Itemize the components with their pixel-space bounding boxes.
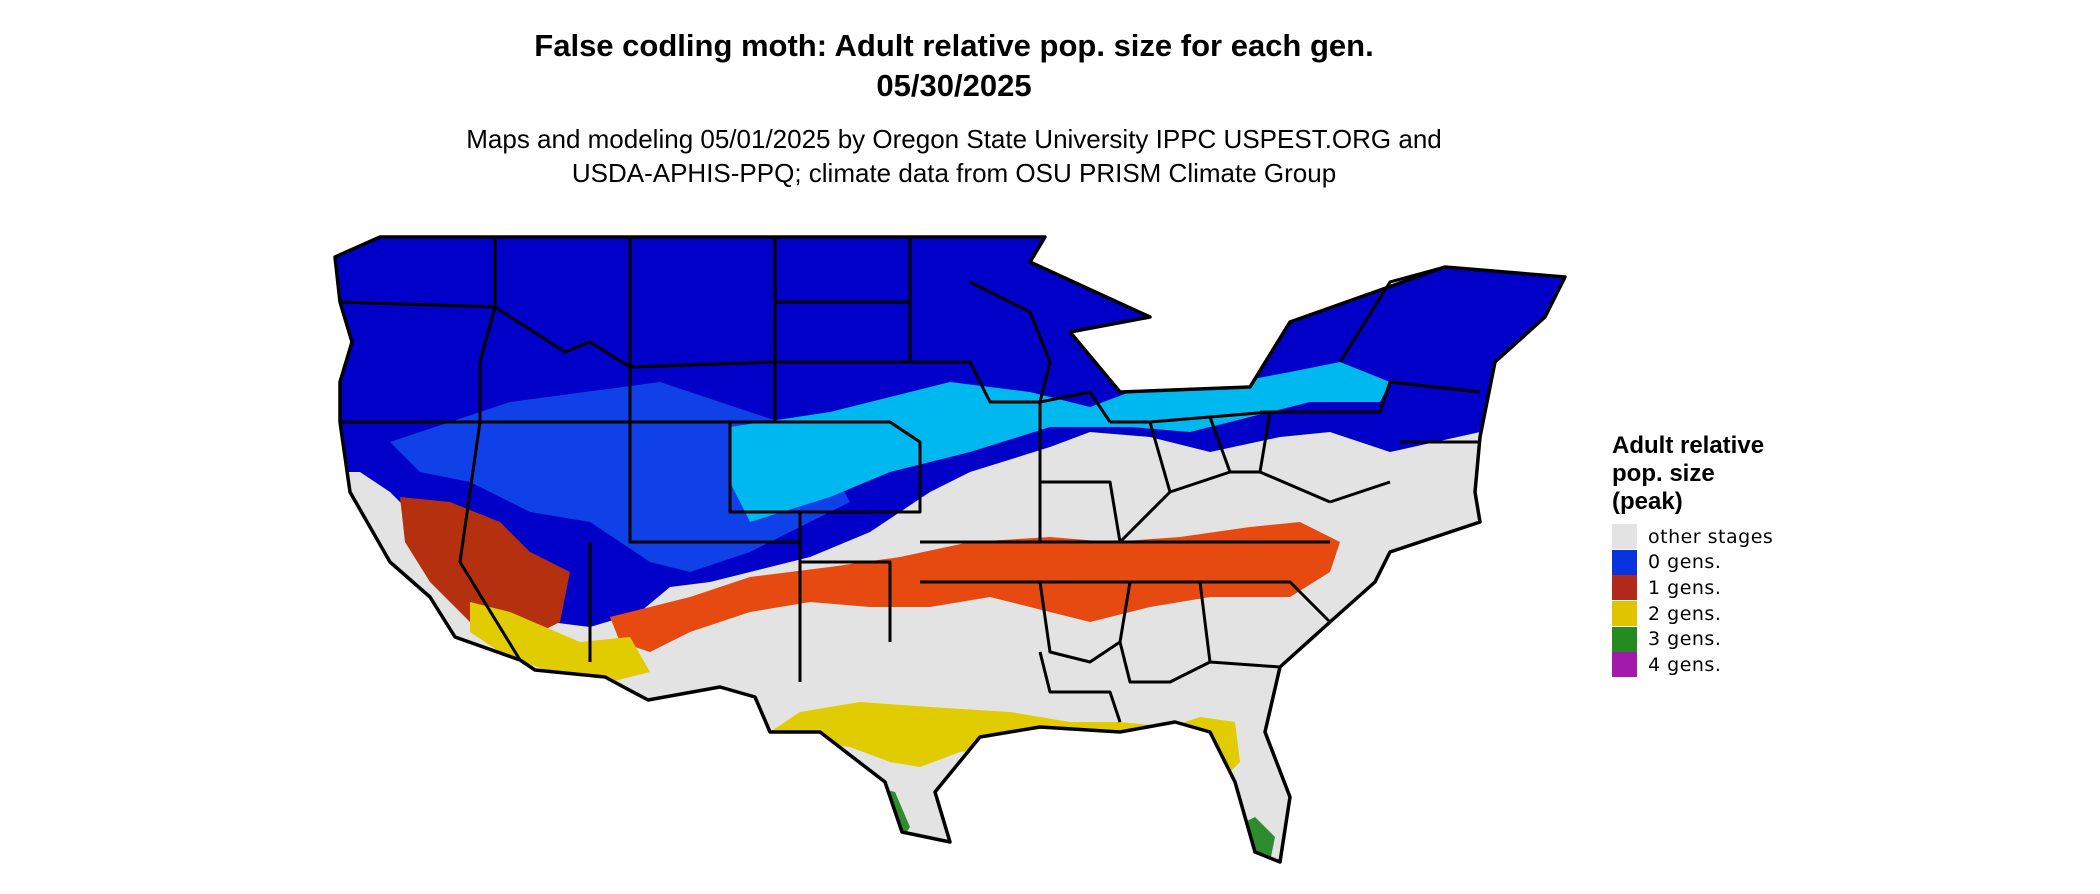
legend-item: 2 gens. (1612, 601, 1773, 627)
one-gen-region (610, 522, 1340, 652)
legend-swatch (1612, 575, 1637, 601)
legend-swatch (1612, 524, 1637, 550)
two-gens-west (470, 602, 650, 682)
legend-swatch (1612, 626, 1637, 652)
legend-label: 4 gens. (1648, 653, 1722, 676)
credit-line-1: Maps and modeling 05/01/2025 by Oregon S… (466, 124, 1442, 154)
legend-swatch (1612, 601, 1637, 627)
legend-swatch (1612, 549, 1637, 575)
map-date: 05/30/2025 (876, 68, 1032, 103)
legend-item: 3 gens. (1612, 626, 1773, 652)
legend-swatch (1612, 652, 1637, 678)
legend-title-line-1: Adult relative (1612, 432, 1765, 459)
map-title: False codling moth: Adult relative pop. … (534, 28, 1374, 63)
state-borders (333, 235, 1567, 864)
legend: other stages 0 gens. 1 gens. 2 gens. 3 gens.… (1612, 524, 1773, 678)
legend-label: 0 gens. (1648, 551, 1722, 574)
legend-title-line-2: pop. size (1612, 460, 1715, 487)
legend-title: Adult relative pop. size (peak) (1612, 432, 1764, 516)
legend-item: other stages (1612, 524, 1773, 550)
legend-item: 0 gens. (1612, 549, 1773, 576)
legend-title-line-3: (peak) (1612, 488, 1683, 515)
legend-label: other stages (1648, 525, 1774, 548)
legend-label: 2 gens. (1648, 602, 1722, 625)
legend-item: 1 gens. (1612, 575, 1773, 601)
credit-line-2: USDA-APHIS-PPQ; climate data from OSU PR… (571, 158, 1337, 188)
us-pest-map (333, 235, 1567, 864)
legend-label: 3 gens. (1648, 628, 1722, 651)
legend-item: 4 gens. (1612, 652, 1773, 678)
legend-label: 1 gens. (1648, 576, 1722, 599)
us-outline (333, 235, 1567, 864)
one-gen-west (400, 497, 570, 642)
zero-gens-transition (730, 362, 1390, 522)
interior-borders (339, 237, 1481, 723)
